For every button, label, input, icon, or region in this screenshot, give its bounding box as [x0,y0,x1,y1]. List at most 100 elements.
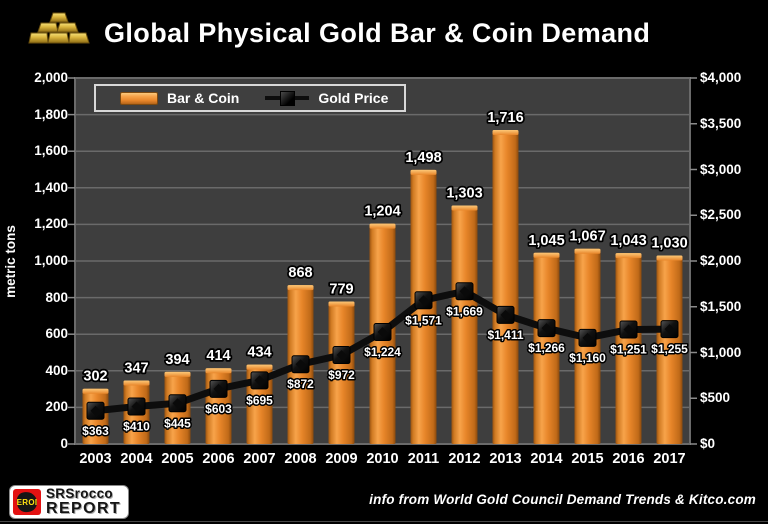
source-attribution: info from World Gold Council Demand Tren… [369,492,756,507]
gold-price-label: $603 [205,402,232,416]
bar-top-highlight [369,223,396,229]
logo-text: SRSrocco REPORT [46,486,122,517]
legend-line-label: Gold Price [318,90,389,106]
right-axis-tick: $4,000 [700,70,742,85]
bar-top-highlight [410,169,437,175]
bar-top-highlight [533,252,560,258]
title-row: Global Physical Gold Bar & Coin Demand [28,8,650,59]
gold-price-label: $1,266 [528,341,565,355]
marker-facet [623,324,634,335]
marker-facet [172,398,183,409]
bar-top-highlight [246,364,273,370]
bar-value-label: 868 [288,265,312,281]
bar-value-label: 1,204 [364,204,400,220]
gold-price-label: $445 [164,416,191,430]
bar-value-label: 779 [329,281,353,297]
bar-top-highlight [656,255,683,261]
marker-facet [582,332,593,343]
bar-value-label: 1,303 [446,186,482,202]
bar-top-highlight [205,368,232,374]
bar-top-highlight [82,388,109,394]
bar-value-label: 394 [165,352,189,368]
bar-value-label: 1,498 [405,150,441,166]
bar-value-label: 434 [247,345,271,361]
left-axis-tick: 1,200 [34,216,68,232]
x-axis-label-2017: 2017 [653,451,686,467]
right-axis-tick: $1,500 [700,298,742,314]
srsrocco-logo: EROI SRSrocco REPORT [10,486,129,518]
marker-facet [418,295,429,306]
marker-facet [254,375,265,386]
left-axis-tick: 800 [45,289,68,305]
x-axis-label-2006: 2006 [202,451,235,467]
left-axis-tick: 200 [45,399,68,415]
left-axis-tick: 1,600 [34,143,68,159]
left-axis-tick: 400 [45,362,68,378]
marker-facet [336,350,347,361]
x-axis-label-2007: 2007 [243,451,276,467]
x-axis-label-2008: 2008 [284,451,317,467]
x-axis-label-2011: 2011 [407,451,440,467]
marker-facet [131,401,142,412]
bar-top-highlight [615,253,642,259]
marker-facet [664,324,675,335]
eroi-badge: EROI [13,489,41,515]
x-axis-label-2015: 2015 [571,451,604,467]
bar-value-label: 1,043 [610,233,646,249]
bar-series-swatch-icon [120,91,158,105]
left-axis-tick: 1,000 [34,253,68,268]
right-axis-tick: $0 [700,436,716,451]
bar-2017 [656,255,683,444]
bar-value-label: 414 [206,348,230,364]
gold-price-label: $1,255 [651,342,688,356]
page-title: Global Physical Gold Bar & Coin Demand [104,18,651,48]
left-axis-tick: 1,800 [34,106,68,122]
x-axis-label-2016: 2016 [612,451,645,467]
gold-price-label: $1,160 [569,351,606,365]
right-axis-tick: $2,000 [700,253,742,268]
bar-top-highlight [574,248,601,254]
bar-top-highlight [328,301,355,307]
right-axis-tick: $1,000 [700,344,742,360]
bar-value-label: 1,030 [651,236,687,252]
x-axis-label-2009: 2009 [325,451,358,467]
marker-facet [459,286,470,297]
x-axis-label-2004: 2004 [120,451,153,467]
bottom-divider [0,521,768,522]
bar-top-highlight [492,129,519,135]
legend: Bar & Coin Gold Price [94,84,407,112]
bar-value-label: 302 [83,369,107,385]
right-axis-tick: $3,500 [700,115,742,131]
gold-price-label: $1,224 [364,345,401,359]
left-axis-tick: 1,400 [34,179,68,195]
plot-area: 302 347 394 414 434 868 779 1,204 1,498 1,303 1,71… [68,77,697,445]
bar-top-highlight [451,205,478,211]
marker-facet [500,309,511,320]
right-axis-tick: $3,000 [700,161,742,177]
bar-value-label: 1,067 [569,229,605,245]
marker-facet [90,405,101,416]
bar-2014 [533,252,560,444]
marker-facet [377,327,388,338]
x-axis-label-2013: 2013 [489,451,522,467]
bar-top-highlight [123,380,150,386]
bar-2013 [492,129,519,445]
bar-top-highlight [164,371,191,377]
gold-price-label: $410 [123,419,150,433]
gold-price-label: $695 [246,393,273,407]
x-axis-label-2005: 2005 [161,451,194,467]
left-axis-tick: 2,000 [34,70,68,85]
gold-bars-icon [28,8,90,59]
bar-value-label: 1,716 [487,110,523,126]
marker-facet [295,359,306,370]
gold-price-label: $1,251 [610,343,647,357]
x-axis-label-2010: 2010 [366,451,399,467]
x-axis-label-2012: 2012 [448,451,481,467]
marker-facet [213,383,224,394]
right-axis-tick: $500 [700,390,731,406]
bar-value-label: 347 [124,360,148,376]
bar-2012 [451,205,478,444]
bar-value-label: 1,045 [528,233,564,249]
left-axis-tick: 600 [45,326,68,342]
